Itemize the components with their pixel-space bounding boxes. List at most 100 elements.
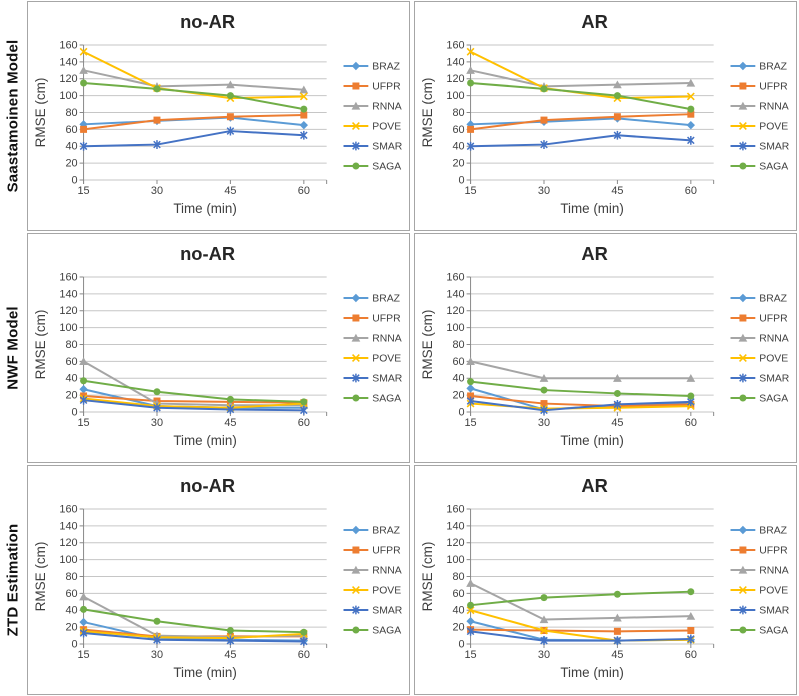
- y-axis-label: RMSE (cm): [420, 78, 435, 148]
- series-marker-smar: [300, 405, 308, 415]
- y-tick-label: 60: [452, 356, 464, 368]
- legend-marker-x: [351, 586, 360, 594]
- row-label-cell: NWF Model: [0, 232, 25, 464]
- legend-label: UFPR: [372, 313, 401, 324]
- x-tick-label: 60: [298, 649, 310, 661]
- series-marker-saga: [540, 594, 548, 602]
- series-marker-ufpr: [687, 627, 695, 634]
- y-tick-label: 20: [452, 390, 464, 402]
- chart-title: no-AR: [180, 475, 235, 496]
- x-tick-label: 30: [151, 649, 163, 661]
- y-axis-label: RMSE (cm): [33, 542, 48, 612]
- x-tick-label: 60: [685, 649, 697, 661]
- chart-title: no-AR: [180, 11, 235, 32]
- y-tick-label: 0: [72, 406, 78, 418]
- legend-entry-pove: POVE: [343, 121, 401, 133]
- series-marker-ufpr: [540, 400, 548, 408]
- legend-entry-pove: POVE: [730, 585, 788, 597]
- series-line-smar: [83, 399, 304, 412]
- series-line-saga: [83, 81, 305, 111]
- series-marker-saga: [80, 79, 88, 87]
- series-marker-smar: [613, 400, 622, 409]
- series-marker-rnna: [686, 78, 696, 87]
- y-tick-label: 40: [65, 605, 77, 617]
- series-marker-pove: [79, 47, 88, 56]
- series-marker-ufpr: [153, 116, 161, 124]
- y-tick-label: 20: [452, 158, 464, 170]
- x-tick-label: 15: [78, 649, 90, 661]
- legend-entry-smar: SMAR: [343, 605, 403, 617]
- chart-panel-nwf-ar: AR 0 20 40 60 80 100 120 140 160 15 30 45 60 Time (min…: [414, 233, 797, 463]
- series-line-ufpr: [470, 113, 691, 131]
- series-marker-smar: [466, 141, 475, 151]
- y-tick-label: 140: [446, 56, 464, 68]
- series-marker-braz: [686, 120, 695, 130]
- series-marker-ufpr: [80, 125, 88, 133]
- legend-entry-braz: BRAZ: [730, 61, 788, 73]
- legend-marker-circle: [352, 162, 360, 170]
- legend-marker-triangle: [351, 565, 361, 574]
- y-tick-label: 40: [452, 141, 464, 153]
- legend-label: BRAZ: [372, 525, 400, 536]
- series-line-saga: [83, 379, 304, 403]
- legend-entry-saga: SAGA: [343, 393, 401, 405]
- row-label-cell: Saastamoinen Model: [0, 0, 25, 232]
- series-line-saga: [83, 608, 304, 634]
- x-tick-label: 45: [224, 417, 236, 429]
- legend-marker-x: [738, 586, 747, 594]
- legend-label: UFPR: [372, 81, 401, 92]
- series-line-smar: [83, 632, 304, 643]
- x-tick-label: 15: [465, 417, 477, 429]
- series-marker-ufpr: [226, 113, 234, 121]
- x-tick-label: 45: [611, 417, 623, 429]
- y-tick-label: 140: [59, 288, 77, 300]
- x-axis-label: Time (min): [560, 433, 623, 448]
- y-tick-label: 140: [446, 288, 464, 300]
- legend-label: UFPR: [759, 81, 788, 92]
- series-marker-saga: [153, 85, 161, 93]
- series-marker-smar: [540, 636, 548, 646]
- series-line-rnna: [470, 69, 691, 88]
- y-tick-label: 40: [65, 141, 77, 153]
- x-tick-label: 60: [685, 185, 697, 197]
- legend-marker-square: [352, 546, 360, 554]
- series-marker-rnna: [79, 592, 88, 601]
- series-marker-saga: [226, 92, 234, 100]
- series-line-saga: [470, 590, 691, 607]
- legend-entry-braz: BRAZ: [730, 525, 788, 537]
- series-line-pove: [83, 630, 304, 640]
- series-marker-smar: [153, 635, 161, 645]
- series-marker-braz: [79, 120, 88, 129]
- legend-label: SAGA: [372, 625, 401, 636]
- y-axis-label: RMSE (cm): [33, 78, 48, 148]
- y-tick-label: 40: [65, 373, 77, 385]
- y-tick-label: 140: [59, 520, 77, 532]
- series-marker-smar: [540, 405, 548, 415]
- series-marker-saga: [80, 377, 88, 385]
- chart-panel-ztd-no-ar: no-AR 0 20 40 60 80 100 120 140 160 15 30 45 60 Time (…: [27, 465, 410, 695]
- series-line-smar: [470, 630, 691, 642]
- legend-label: RNNA: [759, 565, 788, 576]
- series-line-rnna: [470, 360, 691, 380]
- legend-marker-triangle: [351, 333, 361, 342]
- x-tick-label: 15: [465, 649, 477, 661]
- series-marker-saga: [226, 395, 234, 403]
- x-tick-label: 30: [538, 649, 550, 661]
- y-tick-label: 0: [72, 174, 78, 186]
- series-line-rnna: [83, 69, 304, 91]
- series-marker-smar: [226, 126, 235, 136]
- series-marker-rnna: [539, 374, 549, 382]
- legend-label: POVE: [372, 585, 401, 596]
- legend-marker-asterisk: [352, 605, 360, 615]
- legend-entry-ufpr: UFPR: [343, 313, 401, 325]
- legend-marker-square: [352, 82, 360, 90]
- y-tick-label: 160: [446, 271, 464, 283]
- legend-entry-ufpr: UFPR: [730, 545, 788, 557]
- series-marker-smar: [226, 636, 235, 646]
- legend-marker-x: [351, 122, 360, 130]
- series-marker-saga: [467, 79, 475, 87]
- y-tick-label: 140: [59, 56, 77, 68]
- legend-label: BRAZ: [372, 61, 400, 72]
- legend-label: RNNA: [372, 333, 401, 344]
- legend-entry-pove: POVE: [343, 353, 401, 365]
